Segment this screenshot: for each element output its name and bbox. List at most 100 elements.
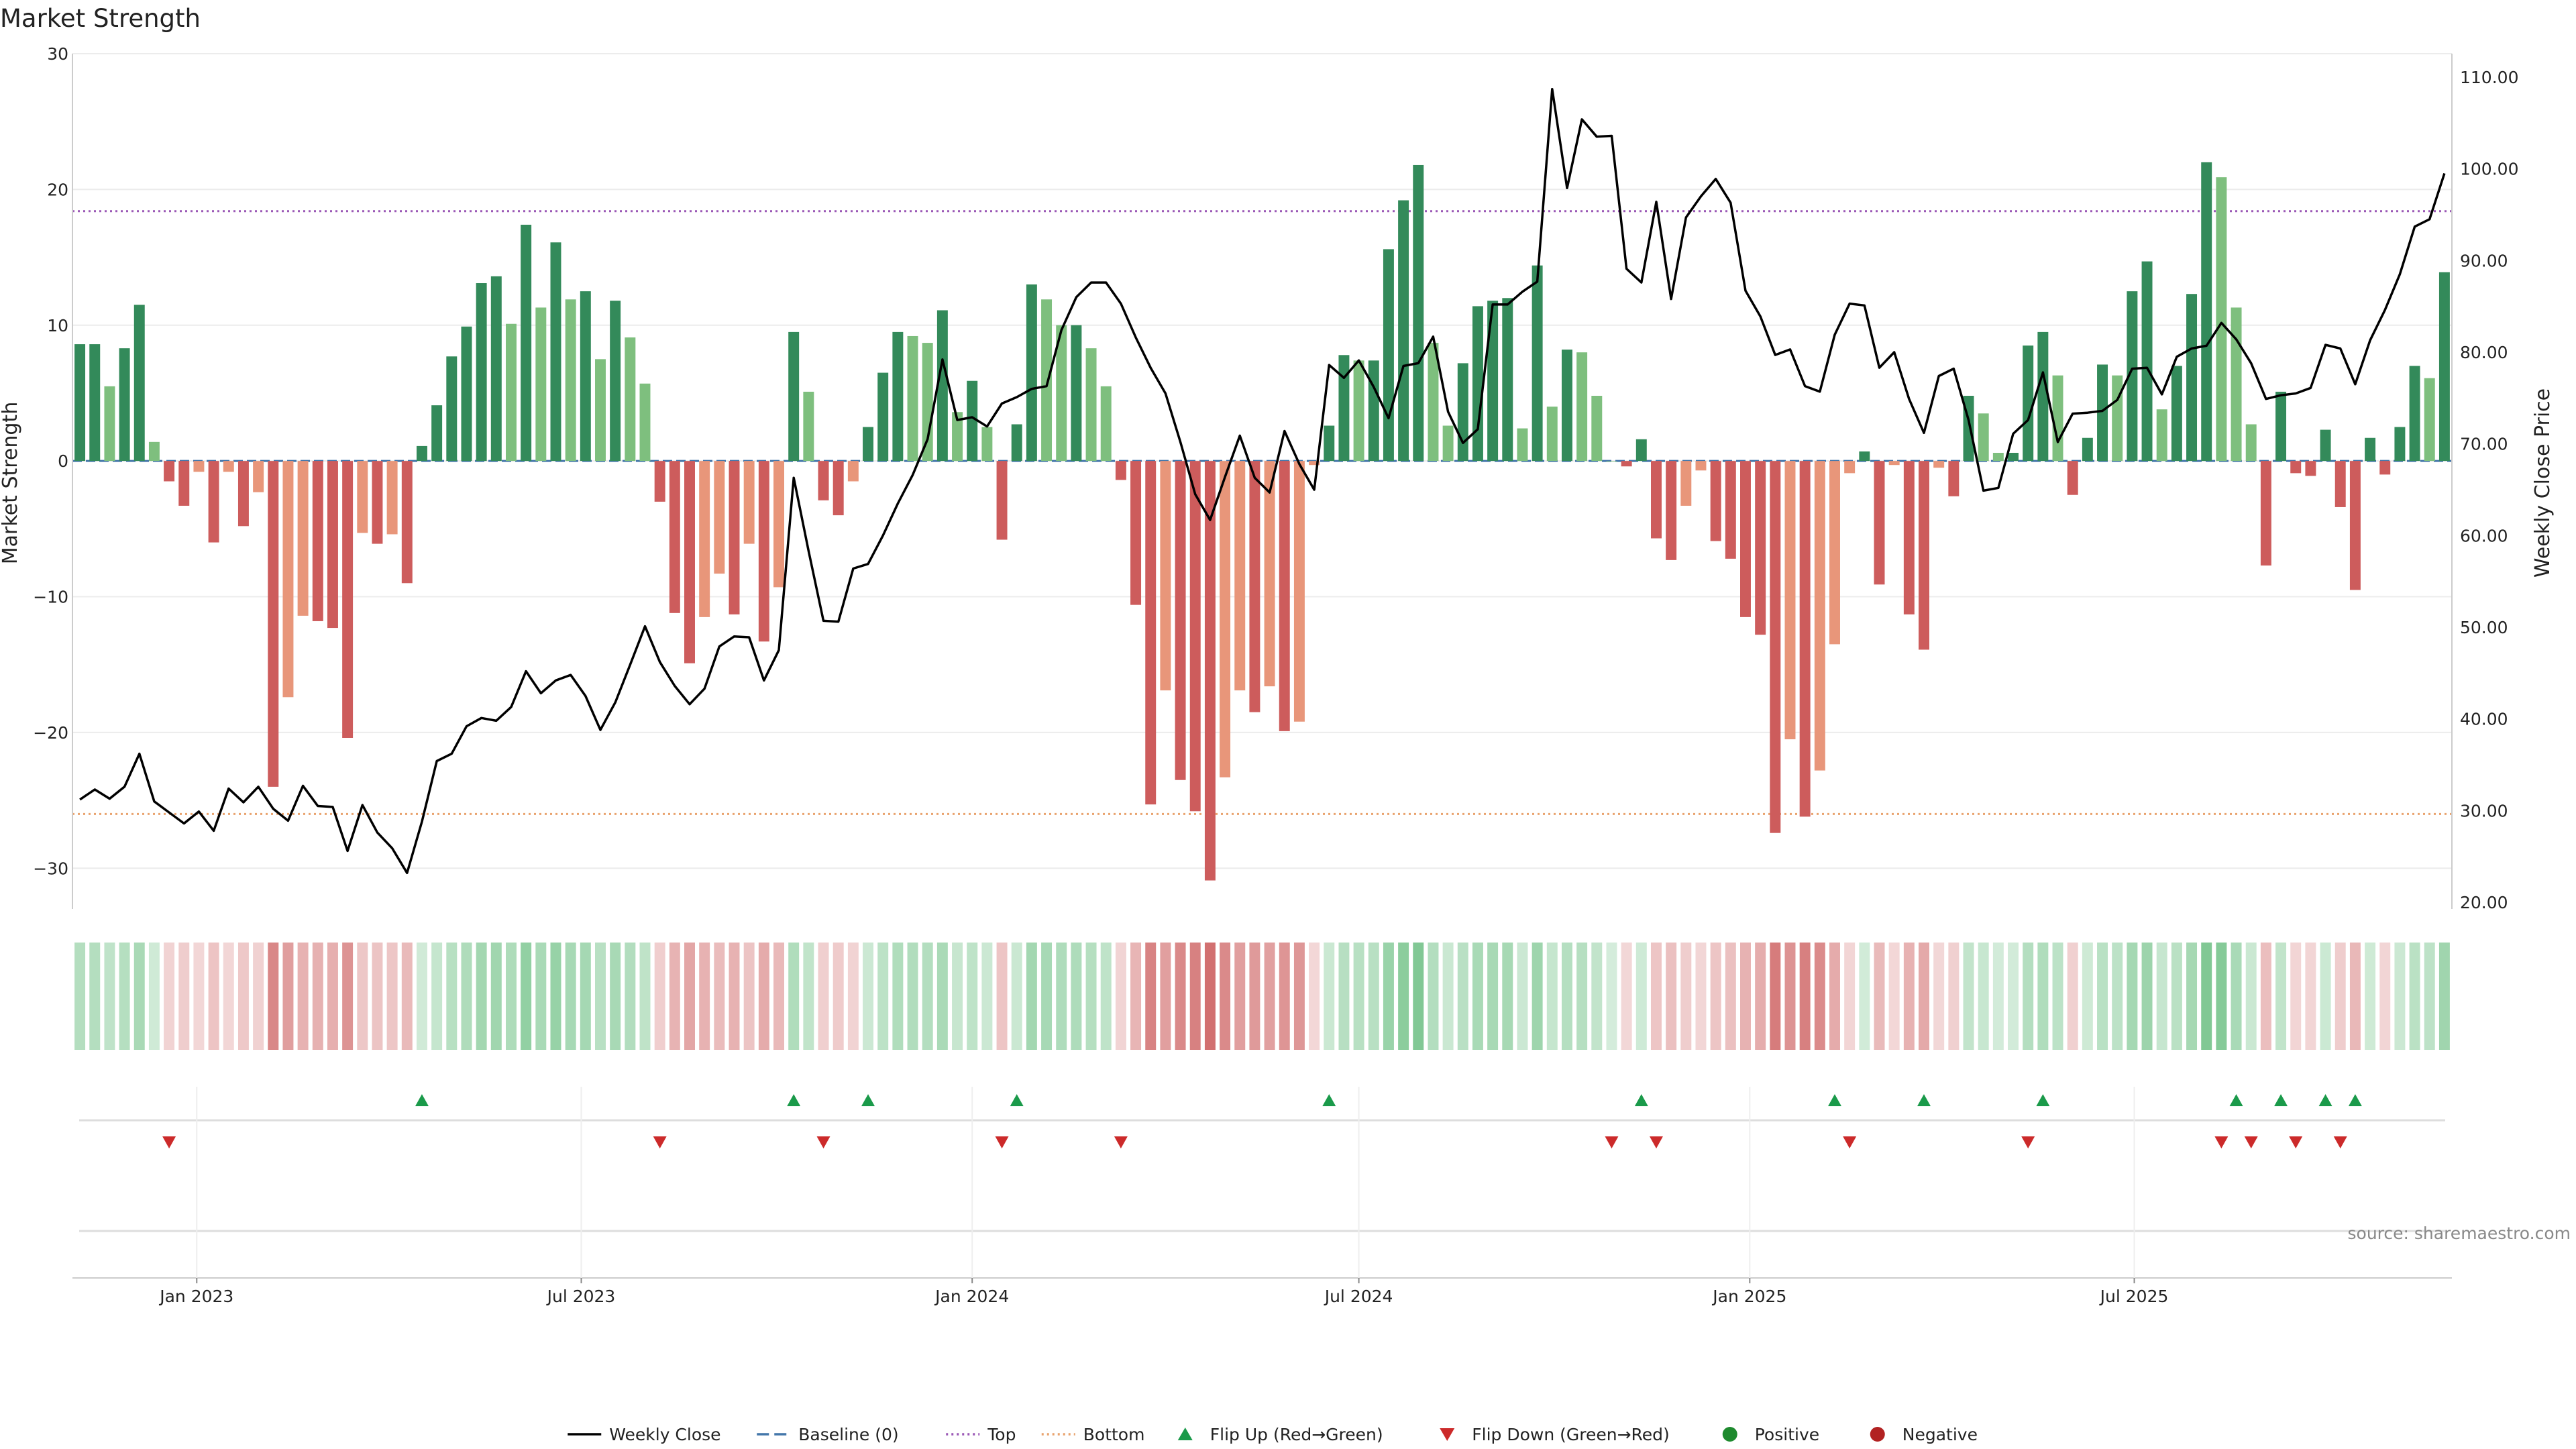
strength-bar	[2424, 378, 2435, 462]
heat-cell	[1725, 943, 1736, 1050]
strength-bar	[1844, 461, 1856, 474]
strength-bar	[1428, 343, 1439, 462]
strength-bar	[1635, 439, 1647, 462]
strength-bar	[1249, 461, 1260, 712]
heat-cell	[1383, 943, 1394, 1050]
y-tick-label-right: 60.00	[2460, 526, 2508, 545]
x-axis-ticks: Jan 2023 Jul 2023 Jan 2024 Jul 2024 Jan 2025…	[158, 1278, 2168, 1306]
y-tick-label-right: 80.00	[2460, 343, 2508, 362]
heat-cell	[1175, 943, 1186, 1050]
strength-bar	[580, 291, 591, 462]
flip-up-marker	[1634, 1094, 1648, 1106]
strength-bar	[1413, 164, 1424, 462]
strength-bar	[1279, 461, 1290, 731]
heat-cell	[2201, 943, 2212, 1050]
strength-bar	[1859, 451, 1870, 462]
strength-bar	[297, 461, 309, 616]
heat-cell	[253, 943, 264, 1050]
flip-down-marker	[2289, 1136, 2303, 1148]
strength-bar	[1011, 424, 1022, 462]
y-tick-label-left: 30	[47, 44, 68, 64]
y-tick-label-left: −20	[33, 723, 68, 743]
strength-bar	[1071, 325, 1082, 462]
heat-cell	[729, 943, 740, 1050]
heat-cell	[1903, 943, 1915, 1050]
heat-cell	[1576, 943, 1588, 1050]
heat-cell	[1249, 943, 1260, 1050]
strength-bar	[610, 301, 621, 462]
strength-bar	[1100, 386, 1112, 462]
heat-cell	[996, 943, 1008, 1050]
heat-cell	[1784, 943, 1796, 1050]
strength-bar	[2334, 461, 2346, 507]
legend-item: Flip Up (Red→Green)	[1177, 1425, 1383, 1444]
flip-up-marker	[2274, 1094, 2288, 1106]
strength-bar	[773, 461, 784, 588]
heat-cell	[922, 943, 933, 1050]
strength-bar	[639, 383, 651, 462]
heat-cell	[1189, 943, 1201, 1050]
heat-cell	[803, 943, 814, 1050]
heat-cell	[521, 943, 532, 1050]
heat-cell	[2305, 943, 2316, 1050]
strength-bar	[1680, 461, 1692, 506]
strength-bar	[178, 461, 190, 506]
heat-cell	[1799, 943, 1811, 1050]
strength-bar	[2082, 437, 2093, 462]
heat-cell	[1561, 943, 1572, 1050]
heat-cell	[2186, 943, 2198, 1050]
heat-cell	[1026, 943, 1037, 1050]
heat-cell	[193, 943, 205, 1050]
flip-up-marker	[2229, 1094, 2243, 1106]
strength-heat-strip	[74, 943, 2450, 1050]
heat-cell	[2127, 943, 2138, 1050]
strength-bar	[1175, 461, 1186, 780]
strength-bar	[401, 461, 413, 584]
heat-cell	[743, 943, 755, 1050]
strength-bar	[74, 344, 86, 462]
heat-cell	[967, 943, 978, 1050]
strength-bar	[1293, 461, 1305, 722]
legend-label: Weekly Close	[609, 1425, 720, 1444]
heat-cell	[208, 943, 219, 1050]
heat-cell	[2275, 943, 2287, 1050]
strength-bar	[476, 283, 487, 462]
strength-bar	[1026, 284, 1037, 462]
heat-cell	[1517, 943, 1528, 1050]
strength-bar	[2379, 461, 2391, 475]
x-tick-label: Jan 2025	[1711, 1287, 1786, 1306]
axes: 30 20 10 0 −10 −20 −30 110.00 100.00 90.00 80.00 70…	[33, 44, 2518, 912]
strength-bar	[1442, 425, 1454, 462]
strength-bar	[684, 461, 695, 663]
heat-cell	[164, 943, 175, 1050]
strength-bar	[2112, 375, 2123, 462]
legend-swatch-dot	[1870, 1427, 1885, 1442]
heat-cell	[907, 943, 918, 1050]
heat-cell	[2320, 943, 2331, 1050]
heat-cell	[773, 943, 784, 1050]
strength-bar	[1606, 461, 1617, 462]
strength-bar	[282, 461, 294, 698]
strength-bar	[1398, 200, 1409, 462]
strength-bar	[892, 331, 904, 462]
strength-bar	[1978, 413, 1989, 462]
y-tick-label-right: 70.00	[2460, 435, 2508, 454]
heat-cell	[2037, 943, 2049, 1050]
strength-bar	[1234, 461, 1246, 691]
heat-cell	[1621, 943, 1632, 1050]
legend-label: Flip Down (Green→Red)	[1472, 1425, 1670, 1444]
strength-bar	[327, 461, 338, 629]
heat-cell	[2245, 943, 2257, 1050]
strength-bar	[1888, 461, 1900, 466]
heat-cell	[2379, 943, 2391, 1050]
strength-bar	[922, 343, 933, 462]
strength-bar	[1933, 461, 1945, 468]
heat-cell	[2097, 943, 2108, 1050]
strength-bar	[1814, 461, 1825, 771]
flip-up-marker	[415, 1094, 429, 1106]
legend-label: Negative	[1902, 1425, 1978, 1444]
heat-cell	[535, 943, 547, 1050]
heat-cell	[1442, 943, 1454, 1050]
strength-bar	[877, 372, 889, 462]
strength-bar	[1041, 299, 1053, 462]
